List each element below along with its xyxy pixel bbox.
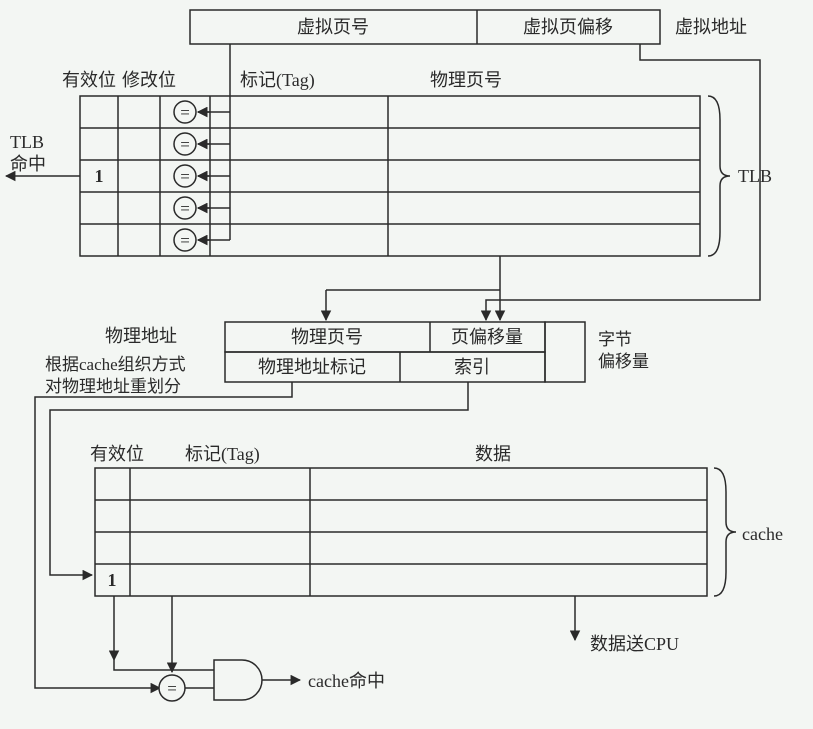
tlb-hit-row-value: 1 (95, 166, 104, 186)
phys-addr-label: 物理地址 (105, 326, 177, 346)
cache-block: 有效位 标记(Tag) 数据 1 cache (90, 444, 783, 596)
phys-byteoff-l2: 偏移量 (598, 352, 649, 371)
tlb-comparators: = = = = = (174, 101, 196, 251)
vpn-wires (198, 44, 230, 240)
eq-icon: = (180, 135, 190, 154)
eq-icon: = (180, 103, 190, 122)
eq-icon: = (180, 199, 190, 218)
phys-byteoff-l1: 字节 (598, 330, 632, 349)
tlb-valid-label: 有效位 (62, 70, 116, 90)
phys-to-cache-wires (35, 382, 468, 688)
cache-valid-label: 有效位 (90, 444, 144, 464)
tlb-block: 有效位 修改位 标记(Tag) 物理页号 = = = = = 1 TLB TLB… (6, 70, 772, 256)
tlb-ppn-label: 物理页号 (430, 70, 502, 90)
cache-hit-label: cache命中 (308, 671, 385, 691)
eq-icon: = (180, 167, 190, 186)
cache-data-label: 数据 (475, 444, 511, 464)
cache-label: cache (742, 524, 783, 544)
vpn-label: 虚拟页号 (297, 17, 369, 37)
physical-address-block: 物理地址 根据cache组织方式 对物理地址重划分 物理页号 页偏移量 物理地址… (45, 322, 649, 396)
cache-out-wires: 数据送CPU (114, 596, 679, 672)
tlb-tag-label: 标记(Tag) (240, 70, 315, 91)
phys-off-label: 页偏移量 (451, 327, 523, 347)
cache-hit-row-value: 1 (108, 570, 117, 590)
eq-icon: = (167, 679, 177, 698)
virtual-address-block: 虚拟页号 虚拟页偏移 虚拟地址 (190, 10, 747, 44)
cache-to-cpu-label: 数据送CPU (590, 634, 679, 654)
tlb-label: TLB (738, 166, 772, 186)
phys-note-l1: 根据cache组织方式 (45, 355, 186, 374)
phys-index-label: 索引 (454, 357, 490, 377)
voffset-wire (486, 44, 760, 320)
voffset-label: 虚拟页偏移 (523, 17, 613, 37)
diagram-root: 虚拟页号 虚拟页偏移 虚拟地址 有效位 修改位 标记(Tag) 物理页号 = =… (0, 0, 813, 729)
virtual-address-label: 虚拟地址 (675, 17, 747, 37)
tlb-hit-label-l1: TLB (10, 132, 44, 152)
phys-ppn-label: 物理页号 (291, 327, 363, 347)
eq-icon: = (180, 231, 190, 250)
tlb-dirty-label: 修改位 (122, 70, 176, 90)
cache-tag-label: 标记(Tag) (185, 444, 260, 465)
cache-hit-logic: = cache命中 (114, 660, 385, 701)
tlb-hit-label-l2: 命中 (10, 154, 46, 174)
tlb-ppn-out-wire (326, 256, 500, 320)
phys-note-l2: 对物理地址重划分 (45, 377, 181, 396)
phys-tag-label: 物理地址标记 (258, 357, 366, 377)
